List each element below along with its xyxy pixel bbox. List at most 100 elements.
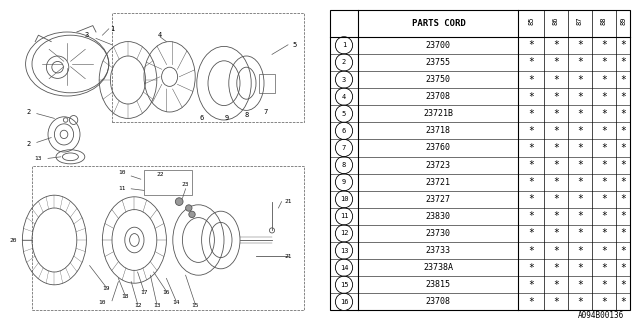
Text: *: * bbox=[601, 263, 607, 273]
Text: PARTS CORD: PARTS CORD bbox=[412, 20, 465, 28]
Text: *: * bbox=[553, 211, 559, 221]
Text: 9: 9 bbox=[342, 179, 346, 185]
Text: 4: 4 bbox=[342, 94, 346, 100]
Text: *: * bbox=[528, 143, 534, 153]
Text: 87: 87 bbox=[577, 17, 583, 25]
Text: *: * bbox=[577, 143, 583, 153]
Circle shape bbox=[335, 88, 353, 105]
Circle shape bbox=[335, 293, 353, 310]
Text: *: * bbox=[601, 228, 607, 238]
Circle shape bbox=[335, 54, 353, 71]
Circle shape bbox=[335, 276, 353, 293]
Circle shape bbox=[335, 191, 353, 208]
Circle shape bbox=[335, 122, 353, 140]
Text: 23738A: 23738A bbox=[424, 263, 453, 272]
Text: 10: 10 bbox=[118, 170, 125, 175]
Text: *: * bbox=[528, 297, 534, 307]
Text: *: * bbox=[553, 40, 559, 50]
Text: 7: 7 bbox=[264, 109, 268, 115]
Text: 10: 10 bbox=[99, 300, 106, 305]
Text: *: * bbox=[601, 177, 607, 187]
Text: 23815: 23815 bbox=[426, 280, 451, 289]
Text: *: * bbox=[577, 280, 583, 290]
Circle shape bbox=[335, 156, 353, 174]
Text: *: * bbox=[528, 109, 534, 119]
Text: *: * bbox=[620, 160, 626, 170]
Text: *: * bbox=[553, 75, 559, 84]
Text: 11: 11 bbox=[118, 186, 125, 191]
Text: 2: 2 bbox=[27, 141, 31, 147]
Text: 5: 5 bbox=[342, 111, 346, 117]
Text: 13: 13 bbox=[35, 156, 42, 161]
Circle shape bbox=[335, 173, 353, 191]
Text: 23708: 23708 bbox=[426, 92, 451, 101]
Text: *: * bbox=[577, 263, 583, 273]
Text: 23730: 23730 bbox=[426, 229, 451, 238]
Text: *: * bbox=[620, 211, 626, 221]
Text: 6: 6 bbox=[342, 128, 346, 134]
Text: *: * bbox=[528, 263, 534, 273]
Circle shape bbox=[335, 71, 353, 88]
Text: 6: 6 bbox=[200, 116, 204, 121]
Text: *: * bbox=[528, 40, 534, 50]
Text: 13: 13 bbox=[340, 248, 348, 253]
Text: *: * bbox=[601, 194, 607, 204]
Text: 23700: 23700 bbox=[426, 41, 451, 50]
Text: *: * bbox=[620, 280, 626, 290]
Text: 15: 15 bbox=[191, 303, 199, 308]
Text: 13: 13 bbox=[153, 303, 161, 308]
Text: *: * bbox=[577, 211, 583, 221]
Text: 1: 1 bbox=[342, 42, 346, 48]
Text: *: * bbox=[528, 75, 534, 84]
Text: 22: 22 bbox=[156, 172, 164, 177]
Text: 20: 20 bbox=[9, 237, 17, 243]
Text: *: * bbox=[601, 297, 607, 307]
Text: 23830: 23830 bbox=[426, 212, 451, 221]
Text: *: * bbox=[620, 297, 626, 307]
Text: *: * bbox=[553, 194, 559, 204]
Text: *: * bbox=[577, 297, 583, 307]
Text: 21: 21 bbox=[284, 199, 292, 204]
Text: 16: 16 bbox=[163, 290, 170, 295]
Text: *: * bbox=[528, 194, 534, 204]
Text: *: * bbox=[553, 177, 559, 187]
Text: *: * bbox=[601, 126, 607, 136]
Text: 19: 19 bbox=[102, 285, 109, 291]
Circle shape bbox=[335, 242, 353, 259]
Text: 23718: 23718 bbox=[426, 126, 451, 135]
Ellipse shape bbox=[186, 205, 192, 211]
Text: *: * bbox=[528, 280, 534, 290]
Text: *: * bbox=[620, 194, 626, 204]
Ellipse shape bbox=[189, 211, 195, 218]
Text: 89: 89 bbox=[620, 17, 626, 25]
Text: *: * bbox=[601, 75, 607, 84]
Text: *: * bbox=[577, 126, 583, 136]
Text: 23: 23 bbox=[182, 181, 189, 187]
Text: *: * bbox=[553, 297, 559, 307]
Text: *: * bbox=[577, 109, 583, 119]
Text: *: * bbox=[553, 263, 559, 273]
Text: 12: 12 bbox=[134, 303, 141, 308]
Bar bbox=[32, 166, 304, 310]
Text: *: * bbox=[577, 194, 583, 204]
Text: 85: 85 bbox=[528, 17, 534, 25]
Text: *: * bbox=[577, 58, 583, 68]
Text: 23755: 23755 bbox=[426, 58, 451, 67]
Text: *: * bbox=[553, 143, 559, 153]
Text: 23723: 23723 bbox=[426, 161, 451, 170]
Text: *: * bbox=[553, 280, 559, 290]
Text: 8: 8 bbox=[342, 162, 346, 168]
Text: 86: 86 bbox=[553, 17, 559, 25]
Text: *: * bbox=[528, 245, 534, 256]
Text: 14: 14 bbox=[172, 300, 180, 305]
Text: 2: 2 bbox=[342, 60, 346, 66]
Text: 9: 9 bbox=[225, 116, 229, 121]
Text: *: * bbox=[601, 40, 607, 50]
Text: *: * bbox=[528, 211, 534, 221]
Text: *: * bbox=[577, 228, 583, 238]
Text: *: * bbox=[601, 280, 607, 290]
Text: *: * bbox=[577, 92, 583, 102]
Text: 12: 12 bbox=[340, 230, 348, 236]
Text: 88: 88 bbox=[601, 17, 607, 25]
Text: *: * bbox=[601, 245, 607, 256]
